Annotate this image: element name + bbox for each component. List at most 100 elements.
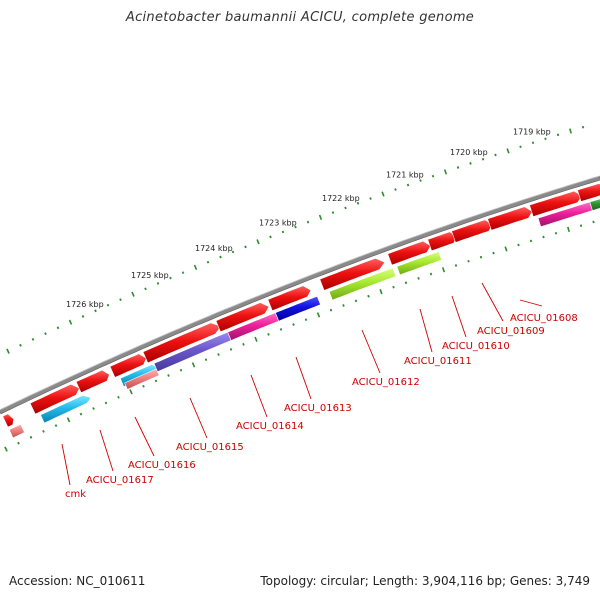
gene-feature[interactable] [387, 240, 432, 266]
gene-feature[interactable] [109, 353, 147, 378]
inner-tick [316, 312, 321, 318]
scale-tick [169, 276, 172, 280]
scale-tick [456, 166, 460, 169]
backbone-highlight [0, 175, 600, 411]
kbp-label: 1719 kbp [513, 127, 551, 136]
scale-tick [206, 260, 210, 264]
gene-label[interactable]: ACICU_01614 [236, 421, 304, 432]
scale-tick [306, 220, 310, 224]
inner-tick [42, 429, 45, 433]
scale-tick [406, 183, 410, 187]
label-leader [481, 282, 504, 322]
gene-label[interactable]: ACICU_01612 [352, 377, 420, 388]
kbp-label: 1721 kbp [386, 171, 424, 180]
inner-tick [554, 231, 558, 235]
scale-tick [294, 225, 297, 229]
inner-tick [542, 235, 545, 239]
kbp-label: 1724 kbp [195, 244, 233, 253]
inner-tick [142, 384, 145, 388]
scale-tick [419, 179, 422, 182]
scale-tick [531, 141, 535, 145]
gene-feature[interactable] [40, 394, 92, 424]
inner-tick [479, 255, 483, 259]
map-title: Acinetobacter baumannii ACICU, complete … [125, 10, 475, 25]
inner-tick [404, 281, 408, 285]
gene-feature[interactable] [124, 368, 160, 390]
inner-tick [329, 308, 333, 312]
inner-tick [354, 299, 358, 303]
gene-label[interactable]: ACICU_01611 [404, 356, 472, 367]
scale-tick [6, 348, 10, 354]
scale-tick [94, 309, 97, 313]
inner-tick [342, 304, 345, 307]
kbp-label: 1720 kbp [450, 148, 488, 157]
inner-tick [267, 332, 270, 336]
inner-tick [129, 389, 133, 395]
scale-tick [481, 157, 485, 161]
scale-tick [19, 343, 22, 347]
label-leader [189, 397, 208, 439]
label-leader [295, 356, 312, 400]
scale-tick [219, 255, 222, 259]
genome-backbone [0, 175, 600, 415]
gene-feature[interactable] [589, 197, 600, 211]
scale-tick [494, 153, 497, 157]
inner-tick [454, 264, 458, 267]
gene-feature[interactable] [275, 295, 321, 322]
inner-tick [467, 259, 470, 263]
inner-tick [242, 342, 245, 346]
inner-tick [441, 267, 446, 273]
gene-feature[interactable] [75, 369, 110, 394]
scale-tick [369, 197, 372, 200]
gene-label[interactable]: ACICU_01610 [442, 341, 510, 352]
label-leaders [61, 282, 543, 486]
gene-feature[interactable] [215, 302, 270, 333]
scale-tick [56, 326, 60, 330]
inner-tick [417, 276, 420, 280]
gene-feature[interactable] [529, 190, 583, 217]
gene-feature[interactable] [267, 285, 312, 312]
gene-label[interactable]: cmk [65, 489, 86, 500]
scale-tick [181, 271, 185, 275]
inner-tick [367, 294, 370, 298]
inner-tick [79, 412, 83, 416]
gene-feature[interactable] [8, 423, 25, 439]
inner-tick [429, 272, 433, 276]
gene-label[interactable]: ACICU_01608 [510, 313, 578, 324]
scale-tick [506, 148, 510, 154]
scale-tick [581, 125, 585, 129]
inner-tick [117, 395, 120, 399]
scale-tick [318, 214, 323, 220]
scale-tick [156, 282, 160, 285]
gene-feature[interactable] [29, 383, 81, 415]
gene-label[interactable]: ACICU_01609 [477, 326, 545, 337]
gene-feature[interactable] [487, 206, 533, 231]
gene-feature[interactable] [577, 183, 600, 202]
gene-label[interactable]: ACICU_01617 [86, 475, 154, 486]
scale-tick [244, 245, 247, 249]
scale-tick [544, 137, 547, 141]
inner-tick [191, 362, 196, 368]
scale-tick [519, 145, 522, 149]
inner-tick [504, 246, 508, 252]
kbp-label: 1726 kbp [66, 300, 104, 309]
scale-tick [256, 239, 260, 245]
gene-label[interactable]: ACICU_01615 [176, 442, 244, 453]
label-leader [419, 308, 433, 353]
gene-feature[interactable] [396, 251, 442, 276]
inner-tick [379, 289, 383, 295]
gene-feature[interactable] [328, 267, 397, 301]
gene-label[interactable]: ACICU_01613 [284, 403, 352, 414]
gene-feature[interactable] [142, 322, 222, 364]
scale-tick [394, 188, 397, 191]
scale-tick [569, 128, 572, 134]
label-leader [451, 295, 467, 338]
gene-feature[interactable] [319, 257, 386, 291]
inner-tick [279, 328, 283, 331]
inner-tick [104, 401, 108, 405]
label-leader [99, 429, 114, 472]
gene-feature[interactable] [2, 413, 15, 428]
gene-label[interactable]: ACICU_01616 [128, 460, 196, 471]
scale-tick [431, 174, 435, 178]
